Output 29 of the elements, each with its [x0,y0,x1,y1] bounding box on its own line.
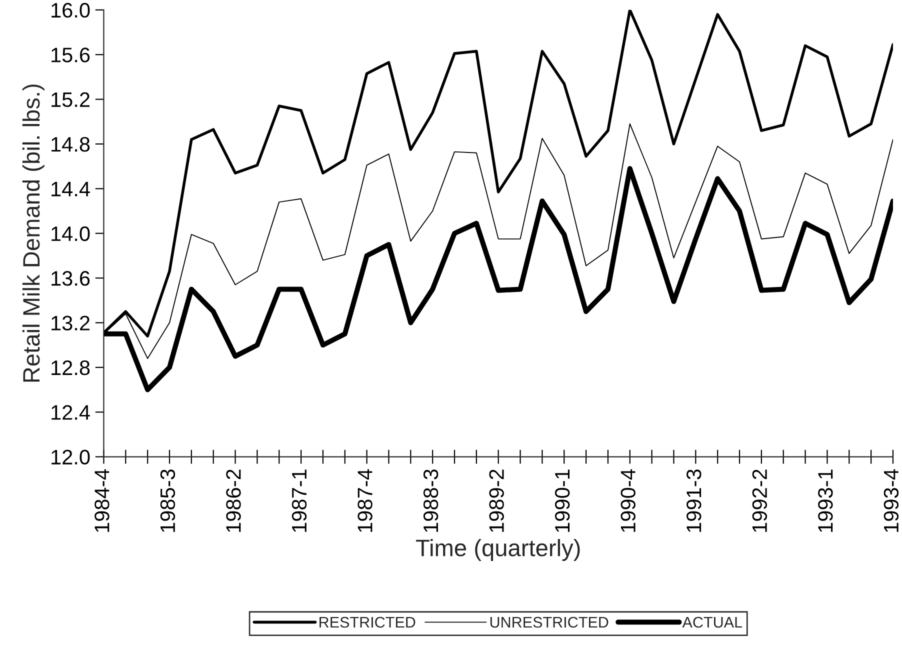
y-tick-label: 14.4 [52,182,90,196]
y-tick-label: 13.2 [52,316,90,330]
y-tick-label: 13.6 [52,271,90,286]
y-tick-label: 12.8 [52,360,90,376]
x-tick-label: 1989-2 [489,470,504,532]
x-tick-label: 1987-4 [358,469,372,532]
y-tick-label: 12.4 [52,405,90,420]
x-tick-label: 1987-1 [292,470,307,532]
y-tick-label: 14.8 [52,136,90,152]
legend-label: RESTRICTED [320,616,416,628]
x-tick-label: 1992-2 [752,470,768,532]
x-tick-label: 1988-3 [423,469,438,532]
legend-label: ACTUAL [682,616,742,628]
y-tick-label: 14.0 [52,226,90,242]
x-tick-label: 1990-1 [554,470,570,532]
x-tick-label: 1984-4 [94,469,110,532]
y-tick-label: 16.0 [52,2,90,18]
x-axis-title: Time (quarterly) [416,539,580,562]
legend-label: UNRESTRICTED [490,616,608,628]
y-tick-label: 15.2 [52,92,90,108]
y-tick-label: 12.0 [52,450,90,465]
x-tick-label: 1993-4 [884,469,899,532]
x-tick-label: 1985-3 [160,469,176,532]
x-tick-label: 1991-3 [686,469,702,532]
y-tick-label: 15.6 [52,48,90,62]
y-axis-title: Retail Milk Demand (bil. lbs.) [22,84,44,382]
x-tick-label: 1993-1 [818,470,833,532]
x-tick-label: 1990-4 [620,469,636,532]
x-tick-label: 1986-2 [226,470,241,532]
